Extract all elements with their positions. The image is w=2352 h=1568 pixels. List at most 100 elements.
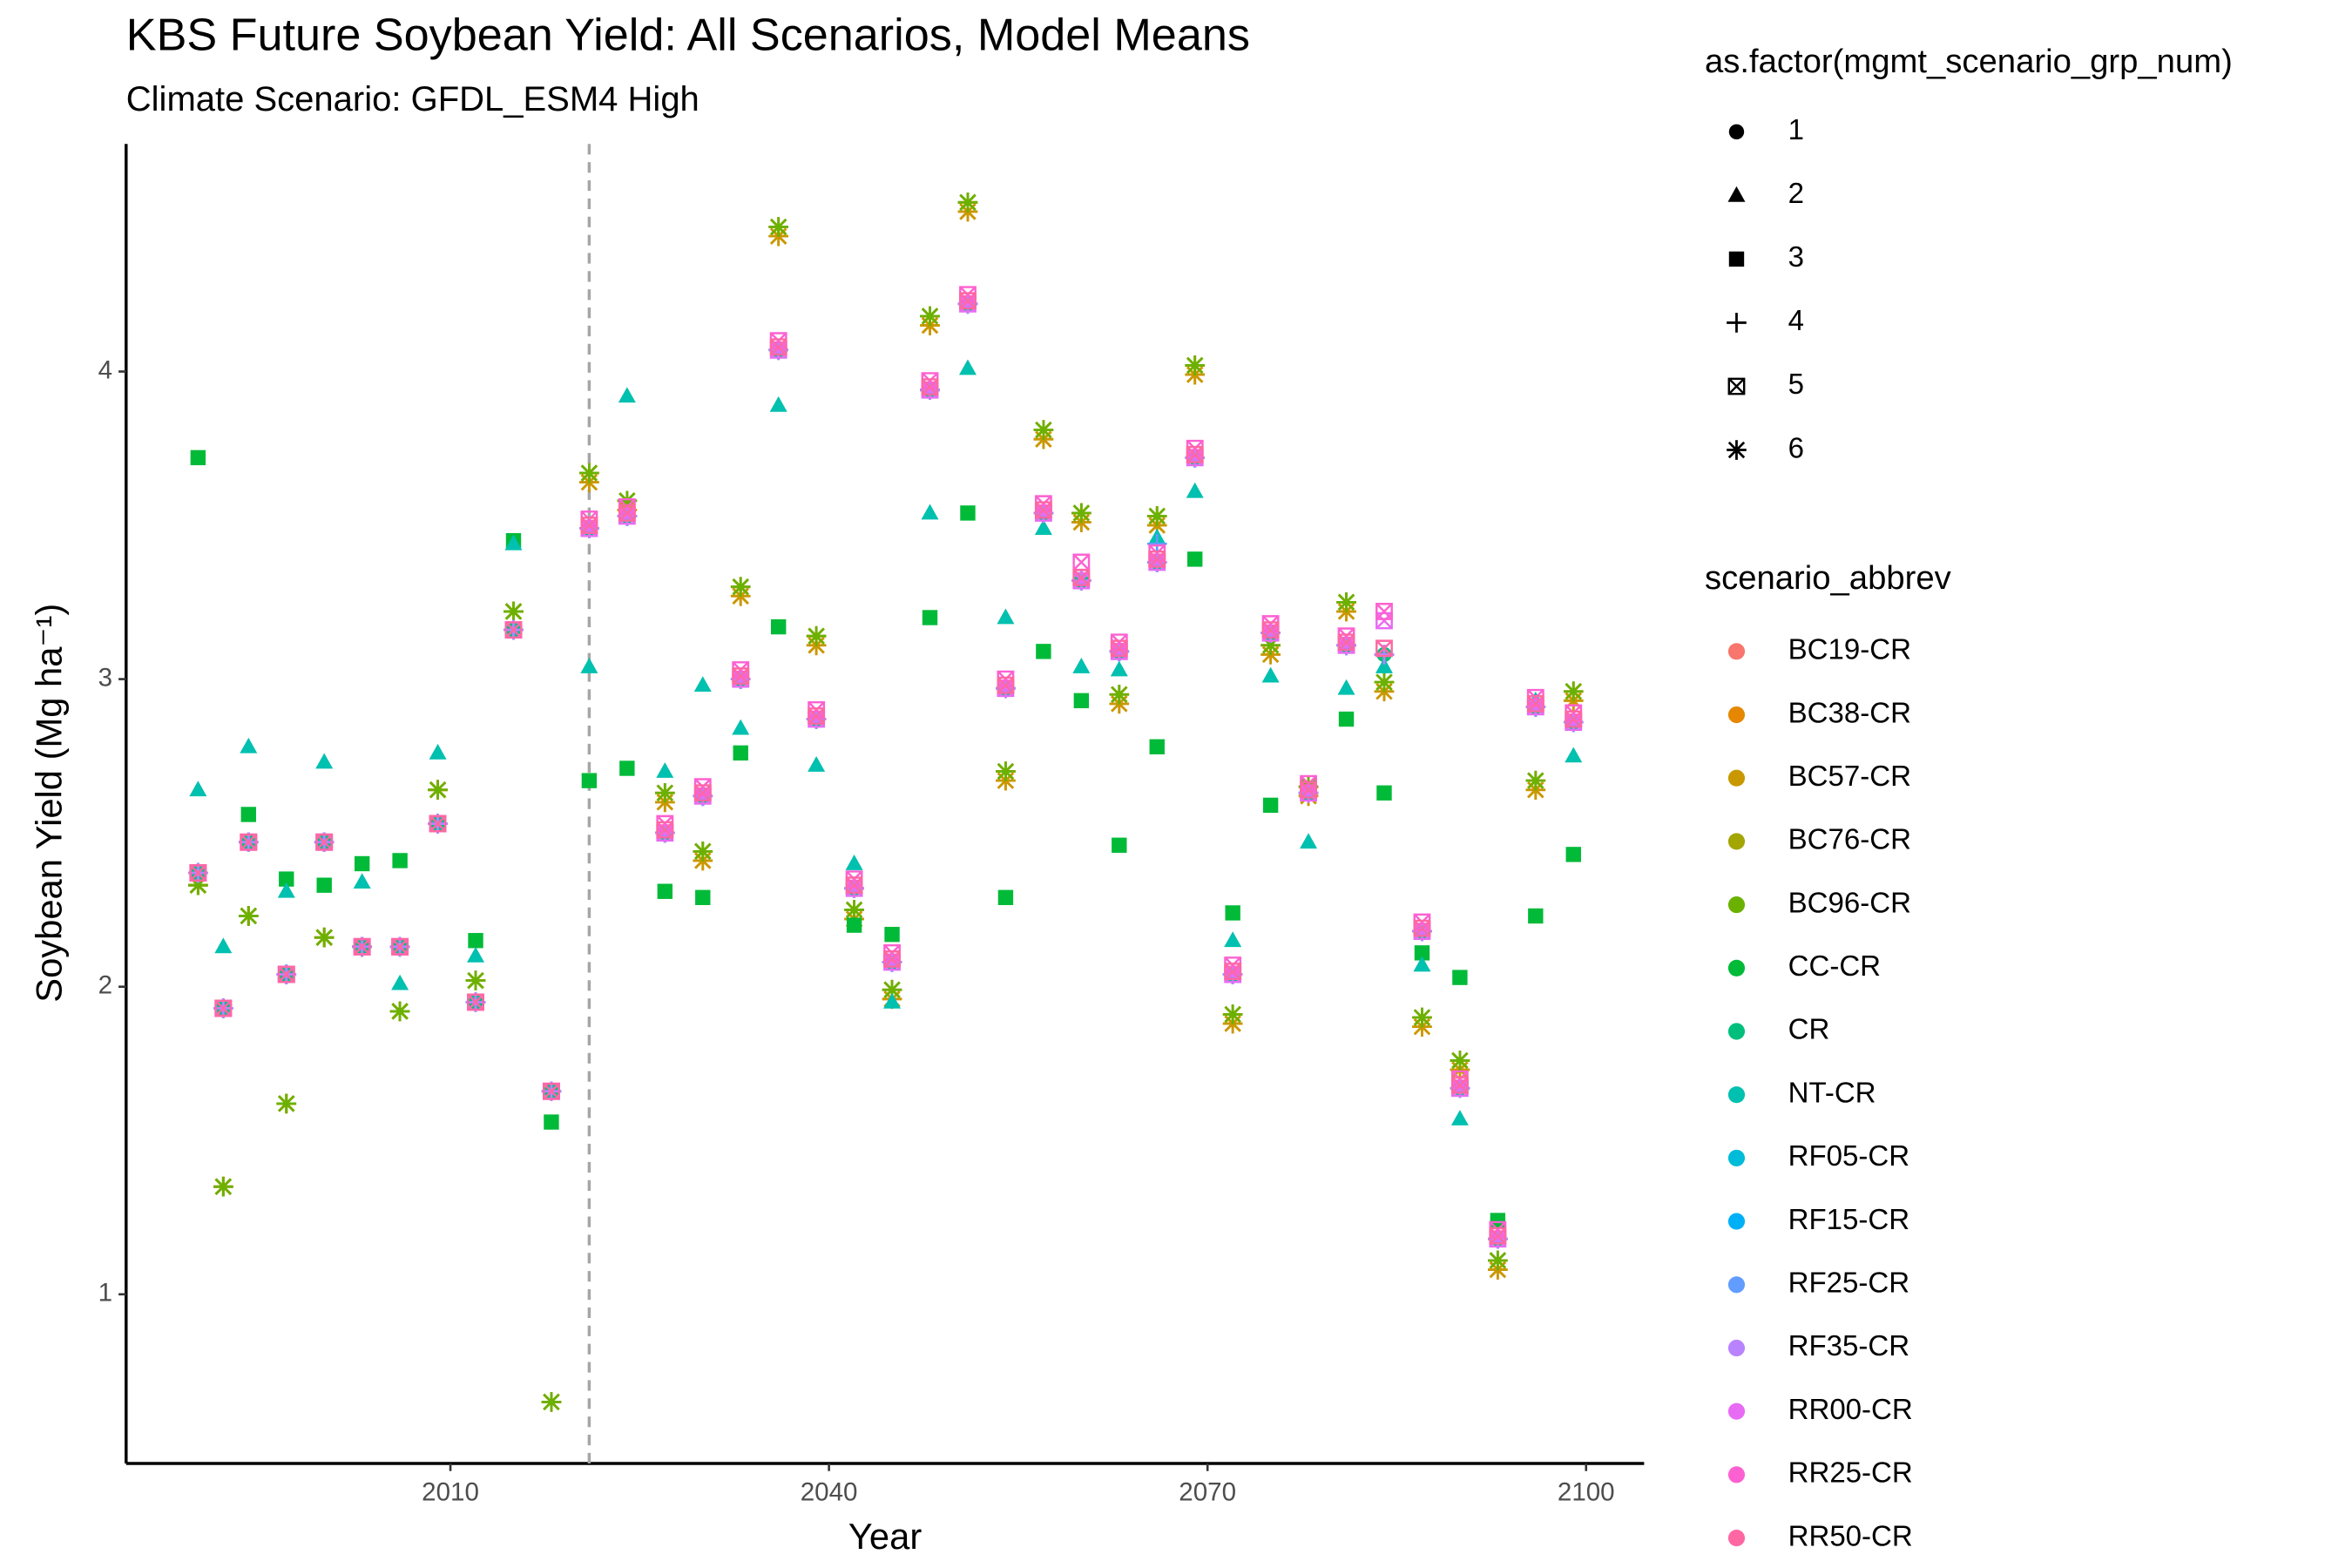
color-legend-label: RR00-CR bbox=[1788, 1394, 1913, 1426]
x-tick-label: 2100 bbox=[1558, 1478, 1615, 1507]
shape-legend-label: 3 bbox=[1788, 241, 1804, 274]
data-point bbox=[882, 979, 902, 1000]
data-point bbox=[1375, 639, 1393, 658]
data-point bbox=[277, 882, 295, 898]
data-point bbox=[1072, 658, 1091, 673]
y-tick-label: 1 bbox=[98, 1279, 112, 1308]
data-point bbox=[1149, 739, 1165, 754]
data-point bbox=[1336, 592, 1356, 612]
data-point bbox=[240, 833, 258, 851]
data-point bbox=[618, 504, 636, 522]
data-point bbox=[1071, 503, 1092, 524]
x-tick-label: 2040 bbox=[801, 1478, 858, 1507]
data-point bbox=[581, 773, 598, 788]
color-legend-symbol bbox=[1727, 706, 1746, 724]
data-point bbox=[920, 306, 940, 327]
data-point bbox=[504, 621, 523, 639]
data-point bbox=[189, 781, 207, 797]
y-tick-label: 2 bbox=[98, 971, 112, 1000]
data-point bbox=[238, 906, 259, 926]
data-point bbox=[921, 504, 939, 520]
data-point bbox=[619, 760, 635, 776]
data-point bbox=[1450, 1110, 1469, 1125]
data-point bbox=[1148, 550, 1166, 568]
data-point bbox=[656, 762, 674, 778]
data-point bbox=[541, 1392, 562, 1412]
data-point bbox=[468, 933, 483, 949]
data-point bbox=[504, 601, 524, 622]
data-point bbox=[467, 946, 485, 963]
data-point bbox=[655, 782, 675, 803]
data-point bbox=[769, 395, 787, 412]
data-point bbox=[1488, 1250, 1508, 1271]
data-point bbox=[1261, 666, 1280, 683]
color-legend-symbol bbox=[1727, 1213, 1746, 1230]
data-point bbox=[213, 1176, 233, 1197]
data-point bbox=[392, 853, 408, 868]
chart-subtitle: Climate Scenario: GFDL_ESM4 High bbox=[126, 80, 700, 118]
data-point bbox=[997, 608, 1015, 625]
data-point bbox=[1185, 355, 1206, 375]
data-point bbox=[579, 463, 599, 483]
data-point bbox=[997, 676, 1015, 694]
data-point bbox=[391, 937, 409, 956]
data-point bbox=[695, 889, 711, 905]
data-point bbox=[314, 927, 335, 948]
color-legend-symbol bbox=[1727, 1339, 1746, 1357]
data-point bbox=[1222, 1004, 1243, 1024]
data-point bbox=[732, 667, 750, 685]
chart-title: KBS Future Soybean Yield: All Scenarios,… bbox=[126, 10, 1250, 60]
color-legend-symbol bbox=[1727, 1086, 1746, 1104]
data-point bbox=[353, 873, 371, 889]
data-point bbox=[617, 490, 638, 511]
data-point bbox=[768, 217, 788, 237]
data-point bbox=[770, 618, 787, 635]
data-point bbox=[1187, 551, 1203, 567]
color-legend-label: CR bbox=[1788, 1014, 1830, 1046]
data-point bbox=[467, 993, 484, 1011]
data-point bbox=[1528, 908, 1544, 924]
color-legend-label: BC57-CR bbox=[1788, 760, 1911, 793]
shape-legend-symbol bbox=[1727, 377, 1746, 395]
data-point bbox=[1300, 781, 1317, 799]
data-point bbox=[693, 841, 713, 862]
data-point bbox=[1489, 1227, 1507, 1245]
y-tick-label: 3 bbox=[98, 663, 112, 692]
shape-legend-label: 5 bbox=[1788, 368, 1804, 401]
data-point bbox=[1225, 905, 1240, 921]
data-point bbox=[315, 833, 334, 851]
data-point bbox=[580, 658, 598, 673]
data-point bbox=[693, 676, 712, 693]
data-point bbox=[1262, 797, 1279, 814]
data-point bbox=[808, 756, 826, 772]
data-point bbox=[845, 855, 863, 870]
color-legend-symbol bbox=[1727, 643, 1746, 660]
data-point bbox=[845, 876, 863, 895]
color-legend-symbol bbox=[1727, 1149, 1746, 1166]
data-point bbox=[733, 745, 748, 761]
data-point bbox=[883, 950, 901, 968]
data-point bbox=[544, 1114, 559, 1130]
data-point bbox=[1565, 847, 1581, 862]
shape-legend-symbol bbox=[1727, 440, 1747, 460]
data-point bbox=[279, 871, 294, 887]
data-point bbox=[1526, 694, 1544, 713]
data-point bbox=[1563, 681, 1584, 702]
color-legend-symbol bbox=[1727, 1530, 1746, 1547]
data-point bbox=[1374, 672, 1395, 693]
data-point bbox=[1261, 621, 1280, 639]
data-point bbox=[1146, 533, 1167, 554]
data-point bbox=[1146, 506, 1167, 526]
data-point bbox=[465, 970, 486, 990]
data-point bbox=[618, 387, 636, 403]
data-point bbox=[1450, 1076, 1469, 1094]
data-point bbox=[1034, 519, 1052, 535]
color-legend-symbol bbox=[1727, 1023, 1746, 1040]
data-point bbox=[1112, 837, 1127, 853]
data-point bbox=[580, 517, 598, 534]
data-point bbox=[656, 821, 674, 839]
data-point bbox=[543, 1082, 560, 1100]
data-point bbox=[1565, 710, 1583, 728]
shape-legend-label: 4 bbox=[1788, 305, 1804, 337]
